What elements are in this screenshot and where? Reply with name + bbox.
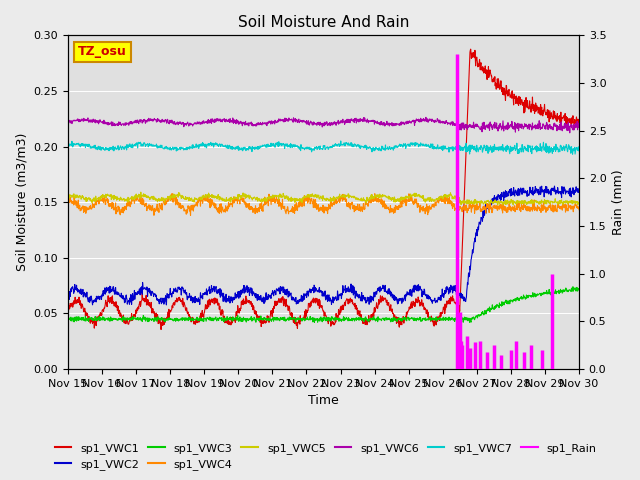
Text: TZ_osu: TZ_osu [78, 45, 127, 59]
Y-axis label: Soil Moisture (m3/m3): Soil Moisture (m3/m3) [15, 133, 28, 271]
Title: Soil Moisture And Rain: Soil Moisture And Rain [238, 15, 409, 30]
Y-axis label: Rain (mm): Rain (mm) [612, 169, 625, 235]
Legend: sp1_VWC1, sp1_VWC2, sp1_VWC3, sp1_VWC4, sp1_VWC5, sp1_VWC6, sp1_VWC7, sp1_Rain: sp1_VWC1, sp1_VWC2, sp1_VWC3, sp1_VWC4, … [51, 438, 601, 474]
X-axis label: Time: Time [308, 395, 339, 408]
